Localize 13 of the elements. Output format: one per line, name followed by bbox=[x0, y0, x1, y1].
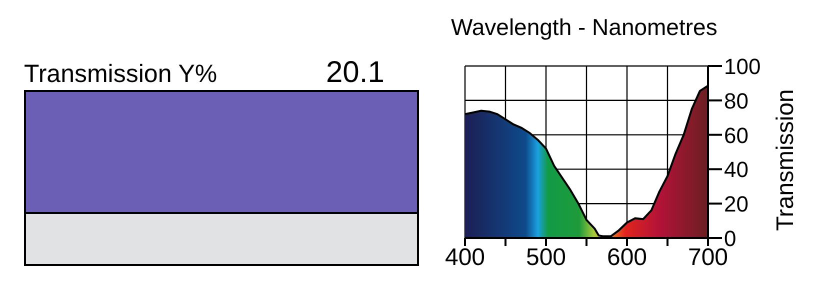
y-tick-label: 100 bbox=[724, 54, 761, 79]
text: Transmission Y% bbox=[24, 60, 218, 89]
x-tick-label: 600 bbox=[606, 244, 648, 272]
y-tick-label: 60 bbox=[724, 122, 748, 148]
y-tick-label: 40 bbox=[724, 157, 748, 182]
text: 20.1 bbox=[326, 56, 384, 90]
y-tick-label: 0 bbox=[724, 226, 736, 251]
x-axis-title: Wavelength - Nanometres bbox=[451, 14, 718, 41]
y-tick-label: 20 bbox=[724, 192, 748, 217]
x-tick-label: 500 bbox=[526, 244, 566, 272]
x-tick-label: 400 bbox=[444, 244, 486, 272]
y-axis-title: Transmission bbox=[772, 89, 800, 231]
y-tick-label: 80 bbox=[724, 88, 748, 114]
